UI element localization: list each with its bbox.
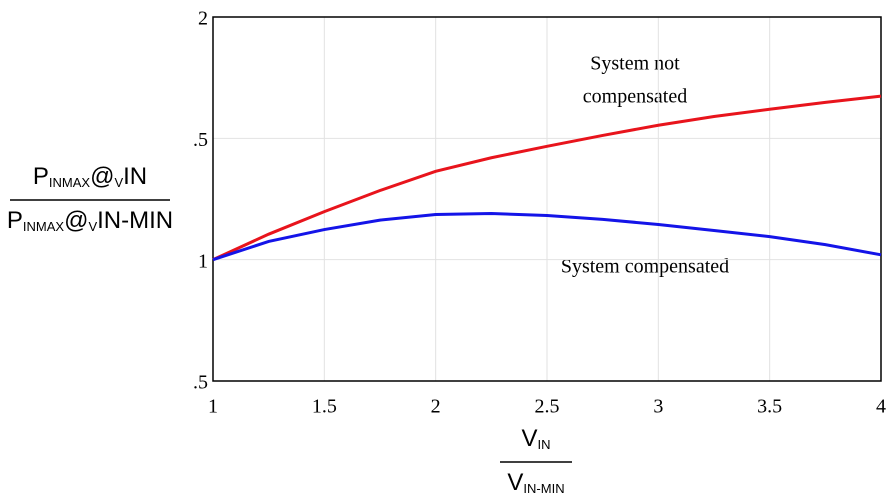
x-tick-label: 2.5	[535, 396, 560, 418]
axis-label: PINMAX@VIN	[33, 163, 147, 190]
y-tick-label: .5	[193, 129, 208, 151]
annotation: compensated	[583, 86, 687, 108]
y-tick-label: 2	[198, 8, 208, 30]
axis-label-part: INMAX	[23, 219, 65, 234]
axis-label-part: IN	[123, 163, 147, 190]
axis-label-part: IN-MIN	[523, 481, 564, 496]
axis-label-part: IN-MIN	[97, 207, 173, 234]
y-tick-label: .5	[193, 372, 208, 394]
axis-label-part: V	[521, 425, 537, 452]
axis-label-part: P	[7, 207, 23, 234]
axis-label-part: @	[90, 163, 114, 190]
axis-label: VIN	[521, 425, 550, 452]
x-tick-label: 3	[653, 396, 663, 418]
series-line	[212, 94, 882, 262]
axis-label-part: V	[507, 469, 523, 496]
axis-label-part: V	[114, 175, 123, 190]
axis-label-part: V	[88, 219, 97, 234]
axis-label-part: P	[33, 163, 49, 190]
x-tick-label: 4	[876, 396, 886, 418]
annotation: System compensated	[561, 256, 729, 278]
x-tick-label: 3.5	[757, 396, 782, 418]
y-tick-label: 1	[198, 250, 208, 272]
x-tick-label: 1	[208, 396, 218, 418]
axis-label: VIN-MIN	[507, 469, 564, 496]
axis-label: PINMAX@VIN-MIN	[7, 207, 173, 234]
axis-label-part: INMAX	[49, 175, 91, 190]
axis-label-part: IN	[538, 437, 551, 452]
x-tick-label: 2	[431, 396, 441, 418]
plot-frame	[212, 16, 882, 382]
x-tick-label: 1.5	[312, 396, 337, 418]
series-line	[212, 212, 882, 262]
annotation: System not	[590, 53, 680, 75]
axis-label-part: @	[64, 207, 88, 234]
